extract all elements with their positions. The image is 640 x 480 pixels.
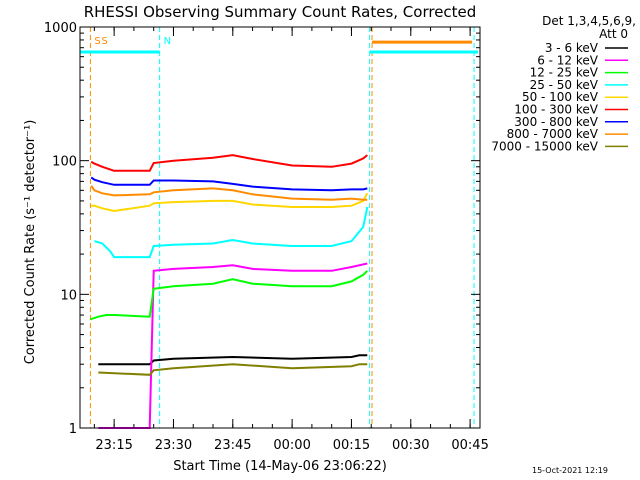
legend-label: 50 - 100 keV [522,90,599,104]
y-tick-label: 1000 [44,21,77,36]
x-tick-label: 00:15 [333,438,370,453]
y-tick-label: 100 [52,155,77,170]
series-line [90,154,368,172]
marker-label: N [164,36,171,47]
series-line [90,270,369,321]
x-tick-label: 00:00 [273,438,310,453]
series-line [90,176,368,192]
series-line [94,206,369,259]
x-tick-label: 23:30 [155,438,192,453]
marker-label: S [94,36,100,47]
legend-label: 25 - 50 keV [530,78,599,92]
x-tick-label: 23:15 [95,438,132,453]
plot-frame [79,26,481,429]
marker-label: S [102,36,108,47]
series-line [91,192,369,213]
chart-title: RHESSI Observing Summary Count Rates, Co… [84,3,477,21]
legend-header-line-2: Att 0 [599,27,628,41]
y-tick-label: 10 [60,288,77,303]
x-tick-label: 00:30 [392,438,429,453]
series-line [98,262,368,429]
legend-header-line-1: Det 1,3,4,5,6,9, [542,14,636,28]
legend-label: 800 - 7000 keV [507,127,599,141]
series-line [90,185,368,201]
footer-date: 15-Oct-2021 12:19 [532,466,608,475]
y-tick-label: 1 [69,422,77,437]
legend-label: 100 - 300 keV [514,103,598,117]
y-axis-label: Corrected Count Rate (s⁻¹ detector⁻¹) [23,120,38,365]
legend-label: 300 - 800 keV [514,115,598,129]
legend-label: 12 - 25 keV [530,66,599,80]
legend-label: 3 - 6 keV [545,41,599,55]
x-tick-label: 00:45 [451,438,488,453]
legend-label: 6 - 12 keV [537,53,599,67]
x-axis-label: Start Time (14-May-06 23:06:22) [173,459,387,474]
x-tick-label: 23:45 [214,438,251,453]
series-line [98,363,368,376]
legend-label: 7000 - 15000 keV [491,139,598,153]
